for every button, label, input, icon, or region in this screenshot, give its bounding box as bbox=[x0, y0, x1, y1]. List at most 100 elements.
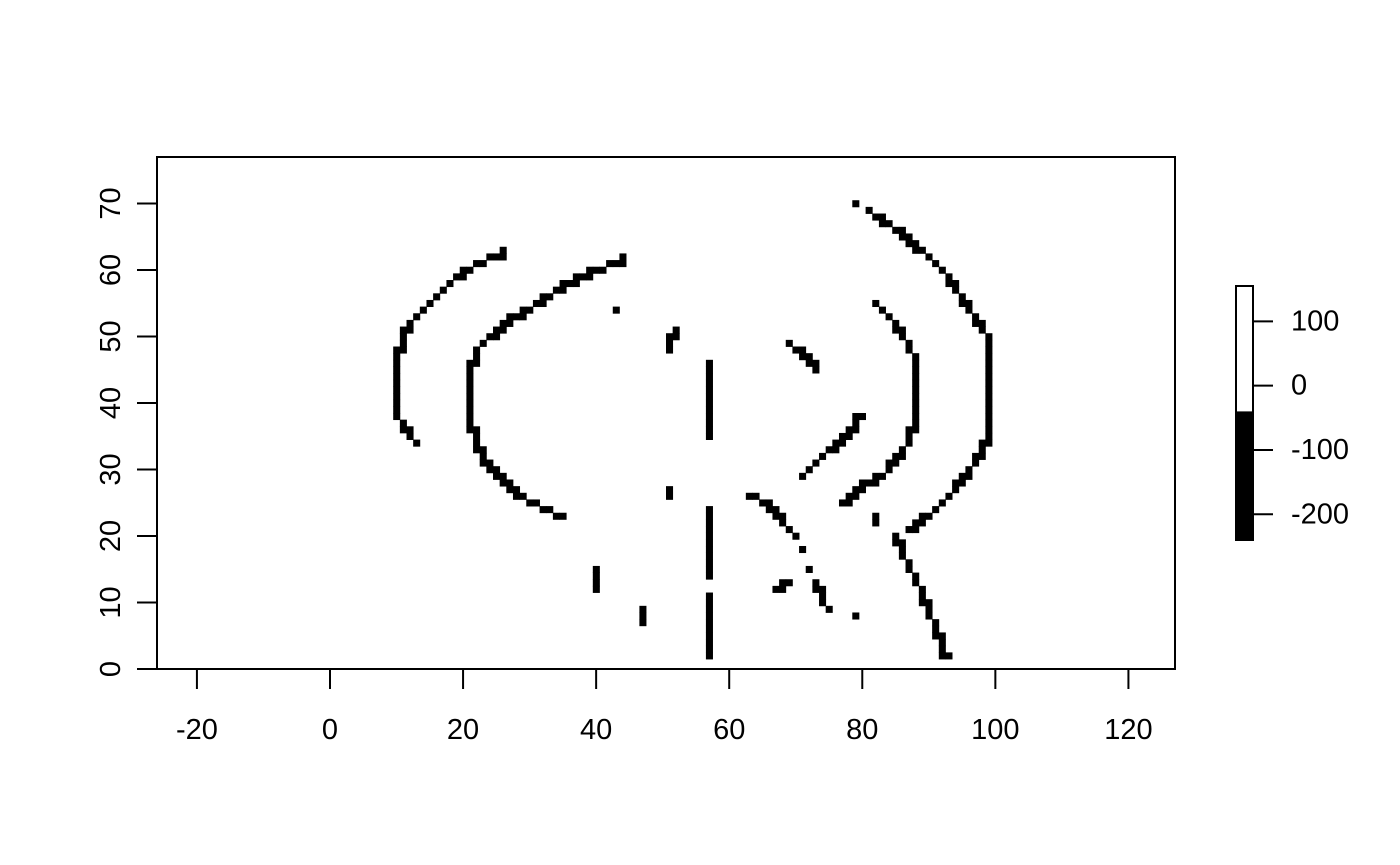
heatmap-cell bbox=[705, 612, 713, 620]
heatmap-cell bbox=[812, 366, 820, 374]
heatmap-cell bbox=[905, 559, 913, 567]
heatmap-cell bbox=[572, 280, 580, 288]
heatmap-cell bbox=[705, 366, 713, 374]
heatmap-cell bbox=[393, 393, 401, 401]
heatmap-cell bbox=[519, 306, 527, 314]
heatmap-cell bbox=[393, 346, 401, 354]
segment-center-vertical-mid bbox=[705, 506, 713, 580]
heatmap-cell bbox=[612, 260, 620, 268]
heatmap-cell bbox=[812, 459, 820, 467]
segment-center-vertical-bottom bbox=[705, 592, 713, 660]
heatmap-cell bbox=[473, 432, 481, 440]
heatmap-cell bbox=[965, 466, 973, 474]
heatmap-cell bbox=[393, 399, 401, 407]
y-tick-label: 10 bbox=[95, 586, 127, 618]
heatmap-cell bbox=[506, 486, 514, 494]
heatmap-cell bbox=[672, 326, 680, 334]
heatmap-cell bbox=[885, 459, 893, 467]
heatmap-cell bbox=[406, 326, 414, 334]
segment-lower-right-diagonal bbox=[892, 532, 953, 660]
heatmap-cell bbox=[898, 545, 906, 554]
heatmap-cell bbox=[905, 426, 913, 434]
heatmap-cell bbox=[393, 386, 401, 394]
heatmap-cell bbox=[459, 273, 467, 281]
heatmap-cell bbox=[499, 472, 507, 480]
heatmap-cell bbox=[499, 246, 507, 254]
heatmap-cell bbox=[539, 506, 547, 514]
heatmap-cell bbox=[805, 359, 813, 367]
heatmap-cell bbox=[606, 260, 614, 268]
heatmap-cell bbox=[945, 492, 953, 500]
heatmap-cell bbox=[905, 439, 913, 447]
heatmap-cell bbox=[579, 273, 587, 281]
segment-dot-70-17 bbox=[799, 545, 807, 554]
heatmap-cell bbox=[705, 592, 713, 600]
legend-low-band bbox=[1236, 411, 1253, 540]
heatmap-cell bbox=[592, 585, 600, 593]
heatmap-cell bbox=[552, 286, 560, 294]
segment-inner-left-arc bbox=[466, 253, 627, 520]
heatmap-cell bbox=[905, 240, 913, 248]
heatmap-cell bbox=[473, 260, 481, 268]
heatmap-cell bbox=[799, 545, 807, 554]
heatmap-cell bbox=[852, 413, 860, 421]
heatmap-cell bbox=[985, 353, 993, 361]
segment-middle-left-dash-lower bbox=[666, 486, 674, 500]
heatmap-cell bbox=[779, 585, 787, 593]
heatmap-cell bbox=[872, 213, 880, 221]
heatmap-cell bbox=[705, 552, 713, 560]
heatmap-cell bbox=[918, 512, 926, 520]
heatmap-cell bbox=[532, 499, 540, 507]
heatmap-cell bbox=[985, 399, 993, 407]
heatmap-cell bbox=[399, 339, 407, 347]
heatmap-cell bbox=[433, 293, 441, 301]
heatmap-cell bbox=[666, 339, 674, 347]
heatmap-cell bbox=[705, 639, 713, 647]
heatmap-cell bbox=[566, 280, 574, 288]
heatmap-cells bbox=[393, 200, 993, 660]
segment-middle-left-dash-upper bbox=[666, 326, 680, 354]
heatmap-cell bbox=[825, 446, 833, 454]
legend-tick-label: -200 bbox=[1291, 498, 1349, 530]
heatmap-cell bbox=[898, 452, 906, 460]
heatmap-cell bbox=[872, 512, 880, 520]
heatmap-cell bbox=[918, 585, 926, 593]
heatmap-cell bbox=[466, 399, 474, 407]
heatmap-cell bbox=[985, 379, 993, 387]
heatmap-cell bbox=[705, 432, 713, 440]
heatmap-cell bbox=[912, 386, 920, 394]
heatmap-cell bbox=[612, 306, 620, 314]
heatmap-cell bbox=[912, 413, 920, 421]
heatmap-cell bbox=[912, 393, 920, 401]
heatmap-cell bbox=[858, 486, 866, 494]
x-tick-label: 80 bbox=[846, 714, 878, 746]
heatmap-cell bbox=[819, 452, 827, 460]
segment-center-vertical-top bbox=[705, 359, 713, 440]
heatmap-cell bbox=[898, 333, 906, 341]
segment-dot-78-7 bbox=[852, 612, 860, 620]
heatmap-cell bbox=[905, 565, 913, 573]
heatmap-cell bbox=[852, 492, 860, 500]
heatmap-cell bbox=[406, 426, 414, 434]
heatmap-cell bbox=[413, 313, 421, 321]
heatmap-cell bbox=[925, 512, 933, 520]
heatmap-cell bbox=[852, 200, 860, 208]
heatmap-cell bbox=[539, 293, 547, 301]
heatmap-cell bbox=[918, 246, 926, 254]
heatmap-cell bbox=[912, 240, 920, 248]
heatmap-cell bbox=[898, 226, 906, 234]
x-tick-label: 40 bbox=[580, 714, 612, 746]
heatmap-cell bbox=[473, 353, 481, 361]
heatmap-cell bbox=[765, 499, 773, 507]
heatmap-cell bbox=[705, 512, 713, 520]
heatmap-cell bbox=[938, 645, 946, 653]
heatmap-cell bbox=[932, 625, 940, 633]
heatmap-cell bbox=[499, 319, 507, 327]
heatmap-cell bbox=[845, 499, 853, 507]
heatmap-cell bbox=[393, 359, 401, 367]
heatmap-cell bbox=[512, 486, 521, 494]
heatmap-cell bbox=[872, 519, 880, 527]
y-axis: 0 10 20 30 40 50 60 70 bbox=[95, 187, 158, 677]
heatmap-cell bbox=[765, 506, 773, 514]
segment-outer-left-arc bbox=[393, 246, 507, 447]
